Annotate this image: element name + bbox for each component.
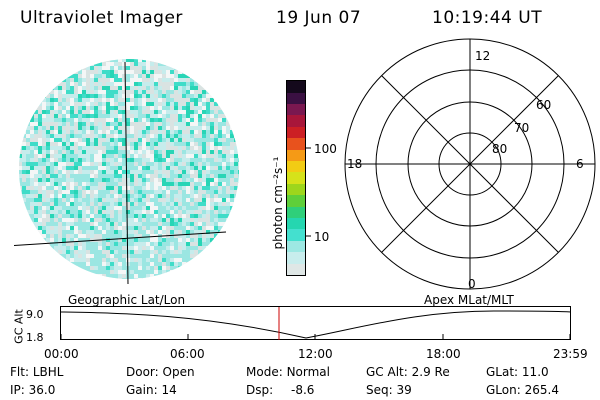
mode-value: Normal bbox=[286, 365, 330, 379]
polar-label-0: 0 bbox=[468, 277, 476, 291]
timeline-xtick-1200: 12:00 bbox=[298, 347, 333, 361]
info-seq: Seq: 39 bbox=[366, 383, 412, 397]
info-ip: IP: 36.0 bbox=[10, 383, 55, 397]
glat-value: 11.0 bbox=[521, 365, 549, 379]
timeline-ytick-1-8: 1.8 bbox=[26, 331, 44, 344]
info-mode: Mode: Normal bbox=[246, 365, 330, 379]
gain-label: Gain: bbox=[126, 383, 158, 397]
colorbar-ticks bbox=[305, 147, 311, 237]
timeline-left-title: Geographic Lat/Lon bbox=[68, 293, 186, 307]
seq-value: 39 bbox=[396, 383, 412, 397]
colorbar-tick-100: 100 bbox=[314, 142, 337, 156]
geographic-meridian-line bbox=[124, 61, 129, 284]
timeline-x-ticks bbox=[60, 334, 571, 340]
seq-label: Seq: bbox=[366, 383, 393, 397]
polar-label-80: 80 bbox=[492, 142, 507, 156]
gain-value: 14 bbox=[161, 383, 177, 397]
timeline-ytick-9: 9.0 bbox=[26, 308, 44, 321]
flt-value: LBHL bbox=[32, 365, 64, 379]
timeline-xtick-0600: 06:00 bbox=[170, 347, 205, 361]
ip-value: 36.0 bbox=[28, 383, 56, 397]
glon-value: 265.4 bbox=[524, 383, 559, 397]
timeline-xtick-0000: 00:00 bbox=[44, 347, 79, 361]
polar-label-18: 18 bbox=[347, 157, 362, 171]
info-glat: GLat: 11.0 bbox=[486, 365, 549, 379]
door-label: Door: bbox=[126, 365, 159, 379]
glon-label: GLon: bbox=[486, 383, 521, 397]
timeline-xtick-1800: 18:00 bbox=[426, 347, 461, 361]
gcalt-label: GC Alt: bbox=[366, 365, 408, 379]
app-title: Ultraviolet Imager bbox=[20, 8, 183, 28]
date-label: 19 Jun 07 bbox=[276, 8, 362, 28]
colorbar-unit-label: photon cm⁻²s⁻¹ bbox=[271, 156, 285, 250]
info-door: Door: Open bbox=[126, 365, 195, 379]
polar-diagonal-2 bbox=[381, 75, 559, 253]
color-scale-bar bbox=[286, 80, 306, 276]
info-flt: Flt: LBHL bbox=[10, 365, 63, 379]
polar-label-6: 6 bbox=[576, 157, 584, 171]
gcalt-value: 2.9 Re bbox=[411, 365, 450, 379]
timeline-xtick-2359: 23:59 bbox=[553, 347, 588, 361]
altitude-timeline-plot bbox=[60, 306, 572, 340]
timeline-y-axis-label: GC Alt bbox=[12, 309, 26, 344]
geographic-latitude-line bbox=[14, 231, 227, 246]
time-label: 10:19:44 UT bbox=[432, 8, 543, 28]
altitude-curve bbox=[60, 310, 572, 339]
door-value: Open bbox=[162, 365, 195, 379]
timeline-right-title: Apex MLat/MLT bbox=[424, 293, 514, 307]
ip-label: IP: bbox=[10, 383, 25, 397]
info-gc-alt: GC Alt: 2.9 Re bbox=[366, 365, 450, 379]
dsp-value: -8.6 bbox=[290, 383, 315, 397]
polar-label-70: 70 bbox=[514, 121, 529, 135]
dsp-label: Dsp: bbox=[246, 383, 274, 397]
flt-label: Flt: bbox=[10, 365, 29, 379]
info-glon: GLon: 265.4 bbox=[486, 383, 559, 397]
mode-label: Mode: bbox=[246, 365, 283, 379]
polar-label-12: 12 bbox=[475, 49, 490, 63]
glat-label: GLat: bbox=[486, 365, 519, 379]
polar-grid-plot: 12 0 18 6 60 70 80 bbox=[344, 38, 596, 291]
uv-image-disc bbox=[14, 59, 239, 284]
polar-label-60: 60 bbox=[536, 98, 551, 112]
info-dsp: Dsp: -8.6 bbox=[246, 383, 314, 397]
colorbar-tick-10: 10 bbox=[314, 230, 330, 244]
info-gain: Gain: 14 bbox=[126, 383, 177, 397]
